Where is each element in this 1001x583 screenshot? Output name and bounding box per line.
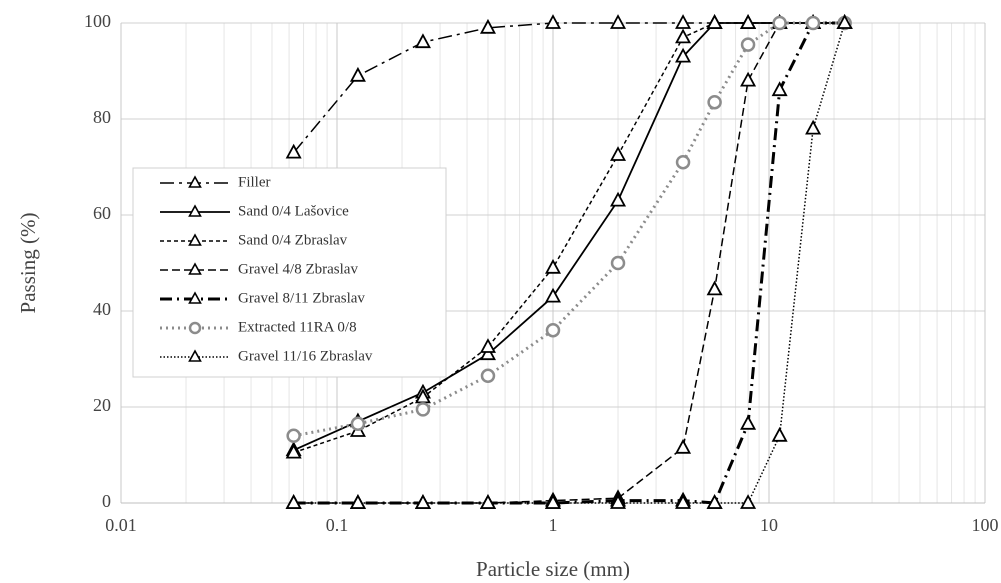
legend-label: Sand 0/4 Lašovice [238, 203, 349, 219]
y-tick-label: 80 [93, 107, 111, 127]
series [286, 15, 852, 444]
marker [545, 322, 561, 338]
y-tick-label: 100 [84, 11, 111, 31]
marker [350, 416, 366, 432]
marker [479, 494, 496, 509]
marker [610, 191, 627, 207]
marker [740, 14, 757, 29]
x-tick-label: 0.1 [326, 515, 349, 535]
marker [479, 18, 496, 34]
marker [286, 428, 301, 444]
x-tick-label: 1 [549, 515, 558, 535]
y-tick-label: 20 [93, 395, 111, 415]
marker [349, 494, 366, 509]
marker [706, 14, 723, 29]
marker [740, 71, 757, 87]
series-line [293, 22, 845, 504]
marker [479, 338, 496, 353]
marker [414, 33, 431, 49]
marker [285, 494, 302, 509]
legend-marker [188, 204, 202, 217]
legend-marker [188, 262, 202, 275]
marker [706, 494, 723, 509]
marker [706, 280, 723, 296]
x-tick-label: 100 [972, 515, 999, 535]
marker [707, 94, 722, 110]
marker [544, 287, 562, 303]
marker [610, 146, 627, 161]
legend-label: Gravel 8/11 Zbraslav [238, 290, 365, 306]
marker [805, 119, 822, 135]
legend-marker [188, 175, 202, 188]
marker [285, 143, 302, 159]
series-line [293, 21, 845, 438]
marker [479, 345, 496, 361]
marker [415, 402, 431, 417]
legend-marker [188, 349, 202, 362]
marker [675, 14, 692, 29]
legend-marker [188, 233, 202, 246]
marker [610, 14, 627, 29]
marker [610, 255, 626, 271]
x-tick-label: 0.01 [105, 515, 137, 535]
x-tick-label: 10 [760, 515, 778, 535]
legend-label: Extracted 11RA 0/8 [238, 319, 357, 335]
legend-label: Filler [238, 174, 271, 190]
legend-marker [188, 291, 202, 304]
marker [771, 81, 788, 97]
y-tick-label: 60 [93, 203, 111, 223]
marker [544, 494, 562, 509]
marker [285, 443, 302, 459]
legend-label: Gravel 4/8 Zbraslav [238, 261, 358, 277]
marker [544, 14, 562, 29]
y-tick-label: 40 [93, 299, 111, 319]
y-axis-title: Passing (%) [16, 213, 40, 314]
marker [771, 426, 788, 442]
marker [772, 15, 787, 31]
series-line [293, 22, 845, 154]
marker [414, 494, 431, 509]
marker [740, 414, 757, 430]
series [285, 14, 853, 159]
marker [740, 494, 757, 509]
series [285, 14, 853, 509]
legend-marker [188, 321, 202, 335]
legend-label: Sand 0/4 Zbraslav [238, 232, 348, 248]
marker [675, 28, 692, 44]
x-axis-title: Particle size (mm) [476, 557, 630, 581]
marker [740, 37, 756, 52]
marker [544, 258, 562, 274]
marker [675, 154, 691, 170]
legend-box [132, 167, 447, 378]
marker [610, 494, 627, 509]
y-tick-label: 0 [102, 491, 111, 511]
marker [480, 368, 496, 384]
legend-label: Gravel 11/16 Zbraslav [238, 348, 373, 364]
marker [805, 15, 821, 31]
marker [675, 47, 692, 63]
marker [675, 438, 692, 454]
marker [836, 14, 853, 29]
marker [675, 494, 692, 509]
marker [349, 66, 366, 82]
